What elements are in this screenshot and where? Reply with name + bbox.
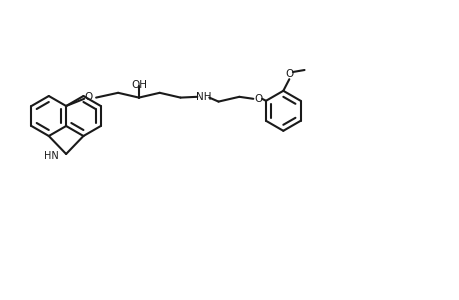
Text: O: O bbox=[285, 69, 293, 79]
Text: O: O bbox=[253, 94, 262, 104]
Text: OH: OH bbox=[131, 80, 147, 90]
Text: NH: NH bbox=[196, 92, 211, 102]
Text: O: O bbox=[84, 92, 93, 102]
Text: HN: HN bbox=[44, 151, 59, 161]
